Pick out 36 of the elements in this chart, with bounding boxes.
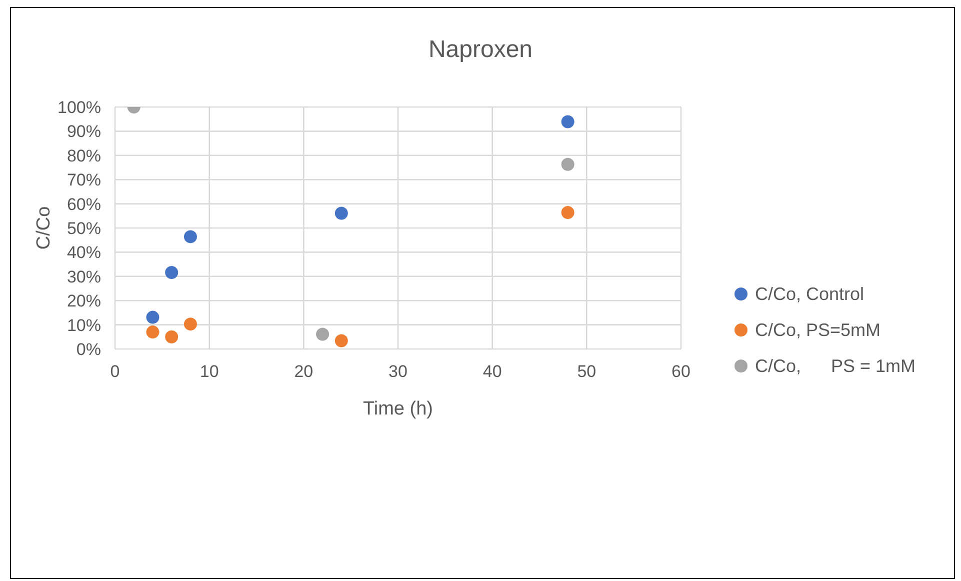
- point: [561, 115, 574, 128]
- x-tick-label: 60: [672, 362, 690, 382]
- x-axis-title: Time (h): [362, 398, 434, 420]
- y-tick-label: 50%: [66, 219, 101, 238]
- point: [165, 266, 178, 280]
- point: [165, 330, 178, 344]
- point: [146, 310, 160, 324]
- y-tick-label: 30%: [66, 267, 101, 286]
- point: [184, 318, 197, 331]
- y-tick-label: 100%: [58, 98, 101, 118]
- y-tick-label: 90%: [66, 122, 101, 142]
- y-tick-label: 0%: [76, 340, 101, 360]
- x-tick-label: 10: [200, 362, 219, 382]
- x-tick-label: 40: [482, 362, 502, 382]
- point: [184, 230, 197, 244]
- point: [146, 326, 160, 339]
- legend-label: C/Co, PS=5mM: [755, 320, 881, 340]
- y-tick-label: 70%: [66, 170, 101, 190]
- legend-label: C/Co, Control: [755, 284, 864, 304]
- legend-label: C/Co, PS = 1mM: [755, 356, 916, 376]
- point: [316, 328, 330, 341]
- y-tick-label: 40%: [66, 243, 101, 262]
- point: [334, 206, 348, 220]
- y-tick-label: 10%: [66, 316, 101, 335]
- point: [561, 158, 574, 171]
- point: [561, 206, 574, 220]
- y-axis-title: C/Co: [34, 206, 55, 250]
- y-tick-label: 80%: [66, 146, 101, 166]
- y-tick-label: 20%: [66, 292, 101, 311]
- x-tick-label: 0: [110, 362, 120, 382]
- x-tick-label: 20: [294, 362, 314, 382]
- chart-title: Naproxen: [427, 36, 534, 64]
- x-tick-label: 50: [577, 362, 596, 382]
- point: [334, 334, 348, 348]
- y-tick-label: 60%: [66, 194, 101, 214]
- x-tick-label: 30: [388, 362, 408, 382]
